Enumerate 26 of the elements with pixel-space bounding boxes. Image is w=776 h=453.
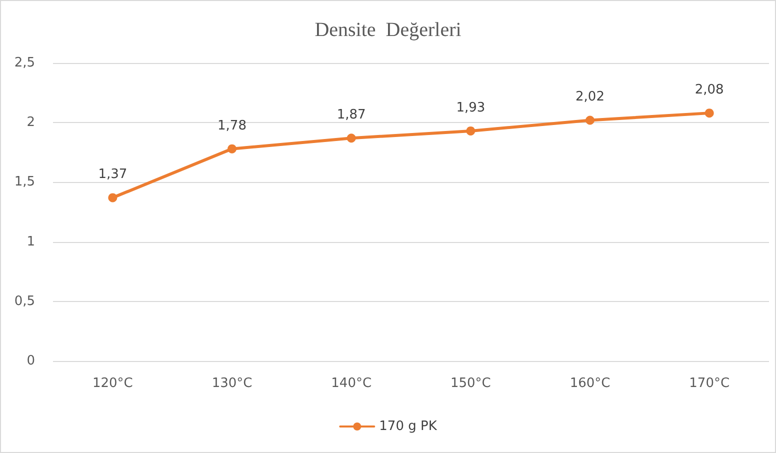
data-label: 1,78 (218, 118, 246, 134)
data-label: 1,37 (98, 167, 128, 182)
chart-title: Densite Değerleri (314, 19, 462, 41)
data-label: 2,02 (576, 90, 604, 105)
y-tick-label: 0,5 (14, 294, 35, 309)
point (228, 144, 236, 154)
y-tick-label: 2 (26, 115, 35, 130)
x-tick-label: 140°C (331, 376, 372, 391)
point (466, 126, 476, 136)
data-label: 2,08 (694, 82, 724, 98)
point (346, 134, 356, 143)
legend-label: 170 g PK (379, 419, 438, 434)
point (108, 193, 118, 202)
y-tick-label: 1 (26, 234, 35, 250)
y-tick-label: 1,5 (14, 174, 35, 190)
point (704, 108, 714, 118)
y-tick-label: 0 (26, 354, 35, 368)
x-tick-label: 120°C (92, 376, 133, 391)
x-tick-label: 170°C (689, 376, 730, 391)
x-tick-label: 160°C (570, 376, 610, 391)
x-tick-label: 150°C (450, 376, 491, 391)
y-tick-label: 2,5 (14, 56, 35, 70)
point (586, 116, 594, 125)
data-label: 1,87 (336, 108, 366, 123)
data-label: 1,93 (456, 100, 486, 116)
x-tick-label: 130°C (212, 376, 252, 391)
